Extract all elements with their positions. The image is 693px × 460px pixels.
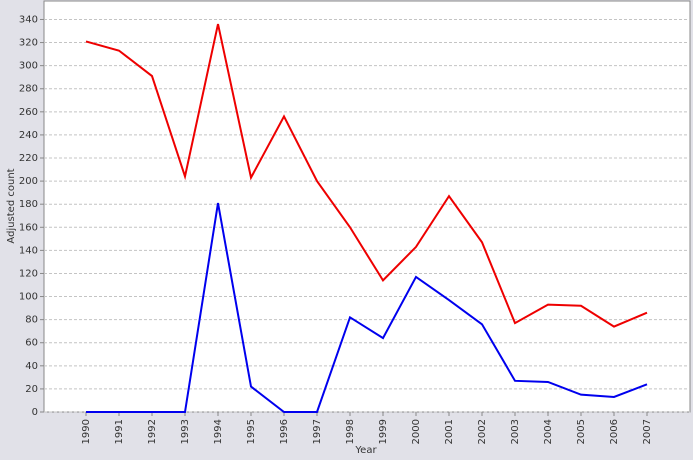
y-tick-label: 220 [19,153,38,164]
x-tick-label: 1998 [345,419,356,444]
y-tick-label: 240 [19,130,38,141]
y-tick-label: 340 [19,14,38,25]
x-tick-label: 1996 [279,419,290,444]
plot-area [43,0,691,413]
x-axis-label: Year [354,445,377,456]
y-tick-label: 200 [19,176,38,187]
x-tick-label: 1993 [180,419,191,444]
x-tick-label: 1994 [213,419,224,444]
x-tick-label: 1995 [246,419,257,444]
y-tick-label: 100 [19,292,38,303]
x-tick-label: 2003 [510,419,521,444]
x-tick-label: 1992 [147,419,158,444]
x-tick-label: 2000 [411,419,422,444]
y-axis-label: Adjusted count [6,168,17,243]
y-tick-label: 40 [25,361,38,372]
x-tick-label: 2004 [543,419,554,444]
y-tick-label: 60 [25,338,38,349]
x-tick-label: 2005 [576,419,587,444]
x-tick-label: 1991 [114,419,125,444]
y-tick-label: 120 [19,268,38,279]
y-tick-label: 300 [19,61,38,72]
y-tick-label: 280 [19,84,38,95]
y-tick-label: 180 [19,199,38,210]
y-tick-label: 20 [25,384,38,395]
x-tick-label: 2006 [609,419,620,444]
x-tick-label: 1999 [378,419,389,444]
series-line [86,202,648,413]
x-tick-label: 2001 [444,419,455,444]
y-tick-label: 140 [19,245,38,256]
x-tick-label: 2007 [642,419,653,444]
x-tick-label: 1990 [81,419,92,444]
y-tick-label: 260 [19,107,38,118]
x-tick-label: 1997 [312,419,323,444]
y-tick-label: 0 [32,407,38,418]
y-tick-label: 160 [19,222,38,233]
series-line [85,23,648,328]
x-tick-label: 2002 [477,419,488,444]
y-tick-label: 80 [25,315,38,326]
y-tick-label: 320 [19,38,38,49]
